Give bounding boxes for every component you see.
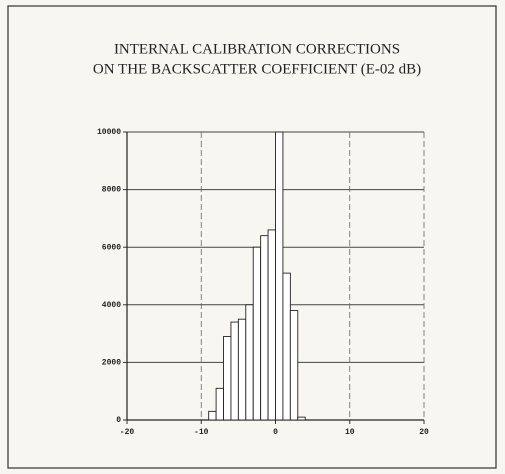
x-tick-label: 0 xyxy=(273,428,278,437)
frame xyxy=(7,5,497,469)
y-tick-label: 2000 xyxy=(102,359,121,368)
x-tick-label: 20 xyxy=(419,428,429,437)
bar xyxy=(289,310,299,421)
bar xyxy=(230,321,239,421)
bar xyxy=(245,304,254,421)
x-tick-label: -10 xyxy=(194,428,209,437)
bar xyxy=(282,272,291,421)
bar xyxy=(208,410,217,421)
x-tick-label: -20 xyxy=(120,428,135,437)
x-tick-label: 10 xyxy=(345,428,355,437)
bar xyxy=(275,131,284,421)
bar xyxy=(237,318,247,421)
bar xyxy=(223,336,232,421)
y-tick-label: 6000 xyxy=(102,243,121,252)
y-tick-label: 4000 xyxy=(102,301,121,310)
y-tick-label: 10000 xyxy=(97,128,121,137)
y-tick-label: 0 xyxy=(116,416,121,425)
chart-title: ON THE BACKSCATTER COEFFICIENT (E-02 dB) xyxy=(93,61,421,77)
bar xyxy=(215,387,224,421)
bar xyxy=(260,235,269,421)
bar xyxy=(252,246,262,421)
y-tick-label: 8000 xyxy=(102,186,121,195)
chart-title: INTERNAL CALIBRATION CORRECTIONS xyxy=(114,41,400,57)
bar xyxy=(267,229,276,421)
bar xyxy=(297,416,306,421)
